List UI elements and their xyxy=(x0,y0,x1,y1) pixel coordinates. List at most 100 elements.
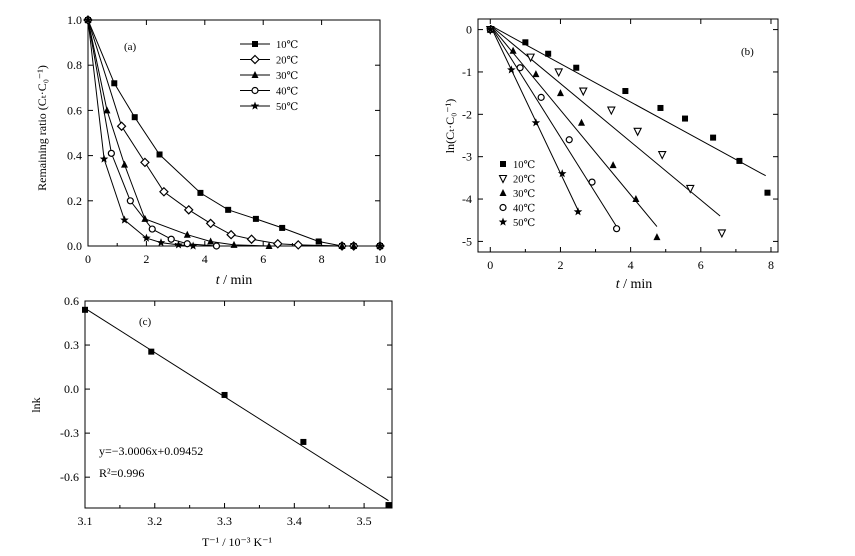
panel-b-data-point xyxy=(509,46,517,54)
panel-a-data-point xyxy=(293,240,304,250)
panel-c-data-point xyxy=(300,438,307,445)
panel-c-r-squared: R²=0.996 xyxy=(99,466,144,480)
panel-a-data-point xyxy=(350,242,358,249)
panel-a-legend-marker xyxy=(250,101,260,110)
panel-a-data-point xyxy=(83,15,93,24)
panel-a-data-point xyxy=(126,197,134,205)
panel-b-chart: 0 2 4 6 8 0 -1 -2 -3 -4 -5 (b) 10℃ 20℃ 30℃ 40℃ 50℃ t /… xyxy=(443,18,779,292)
panel-a-x-tick-label: 10 xyxy=(374,252,386,266)
panel-a-data-point xyxy=(159,186,169,197)
panel-b-plot-frame xyxy=(477,18,779,253)
panel-b-legend-marker xyxy=(499,189,507,196)
panel-a-ticks: 0 2 4 6 8 10 0.0 0.2 0.4 0.6 0.8 1.0 xyxy=(67,13,386,266)
panel-b-data-point xyxy=(633,127,643,137)
panel-a-data-point xyxy=(121,160,128,168)
panel-a-x-tick-label: 4 xyxy=(202,252,208,266)
panel-a-y-tick-label: 0.2 xyxy=(67,194,82,208)
panel-b-y-tick-label: -5 xyxy=(462,234,472,248)
panel-b-data-point xyxy=(556,89,564,97)
panel-a-data-point xyxy=(120,215,129,224)
panel-c-ticks: 3.1 3.2 3.3 3.4 3.5 0.6 0.3 0.0 -0.3 -0.6 xyxy=(60,294,392,528)
panel-c-y-tick-label: 0.6 xyxy=(64,294,79,308)
panel-c-x-tick-label: 3.2 xyxy=(147,514,162,528)
panel-c-data-point xyxy=(385,502,392,509)
panel-a-data-point xyxy=(205,218,216,229)
panel-a-data-point xyxy=(212,242,221,250)
panel-a-data-point xyxy=(183,230,191,238)
panel-b-data-point xyxy=(522,39,529,46)
panel-a-data-point xyxy=(116,121,127,132)
panel-b-data-point xyxy=(545,50,552,57)
panel-b-legend-label: 30℃ xyxy=(513,189,536,200)
panel-a-y-tick-label: 0.6 xyxy=(67,103,82,117)
panel-b-x-tick-label: 2 xyxy=(557,258,563,272)
panel-b-y-tick-label: -3 xyxy=(462,150,472,164)
panel-c-x-tick-label: 3.4 xyxy=(287,514,302,528)
panel-a-data-point xyxy=(265,242,273,249)
panel-a-data-point xyxy=(225,206,232,213)
panel-b-data-point xyxy=(764,189,771,196)
panel-b-x-tick-label: 8 xyxy=(768,258,774,272)
panel-a-legend-label: 30℃ xyxy=(276,71,299,82)
panel-b-data-point xyxy=(554,68,564,78)
panel-c-plot-frame xyxy=(84,300,393,509)
panel-a-y-axis-label: Remaining ratio (Cₜ·C₀⁻¹) xyxy=(35,65,49,191)
panel-a-series-lines xyxy=(87,19,380,247)
panel-a-data-point xyxy=(140,157,150,168)
panel-c-y-axis-label: lnk xyxy=(29,397,43,412)
panel-b-data-point xyxy=(532,70,540,78)
panel-a-data-point xyxy=(103,106,111,114)
panel-b-data-point xyxy=(606,106,616,116)
panel-a-y-tick-label: 1.0 xyxy=(67,13,82,27)
panel-b-x-tick-label: 0 xyxy=(487,258,493,272)
panel-c-data-point xyxy=(82,306,88,313)
panel-b-legend-label: 40℃ xyxy=(513,204,536,215)
panel-c-x-tick-label: 3.5 xyxy=(357,514,372,528)
panel-a-data-point xyxy=(338,242,346,249)
panel-a-legend-label: 10℃ xyxy=(276,40,299,51)
panel-a-data-point xyxy=(174,240,183,249)
panel-b-legend-label: 20℃ xyxy=(513,175,536,186)
panel-a-legend: 10℃ 20℃ 30℃ 40℃ 50℃ xyxy=(240,40,299,113)
panel-b-data-point xyxy=(531,118,541,127)
panel-b-data-point xyxy=(526,53,536,63)
panel-b-fit-line xyxy=(489,25,658,227)
panel-a-data-point xyxy=(183,240,191,248)
panel-a-data-point xyxy=(188,241,198,250)
panel-c-y-tick-label: 0.3 xyxy=(64,338,79,352)
panel-b-legend-label: 50℃ xyxy=(513,218,536,229)
panel-a-legend-marker xyxy=(252,41,258,47)
panel-c-y-tick-label: 0.0 xyxy=(64,382,79,396)
panel-b-label: (b) xyxy=(741,46,754,58)
panel-b-legend: 10℃ 20℃ 30℃ 40℃ 50℃ xyxy=(498,160,536,229)
panel-a-data-point xyxy=(230,240,238,248)
panel-a-data-point xyxy=(279,224,286,231)
panel-a-legend-marker xyxy=(251,86,259,95)
panel-a-data-point xyxy=(375,241,385,250)
panel-b-data-point xyxy=(588,178,596,186)
panel-b-x-tick-label: 4 xyxy=(628,258,634,272)
panel-a-y-tick-label: 0.4 xyxy=(67,149,82,163)
panel-a-data-point xyxy=(246,234,257,245)
panel-b-data-point xyxy=(685,184,695,194)
panel-b-data-point xyxy=(632,195,640,203)
panel-b-fit-line xyxy=(489,25,618,227)
panel-c-fit-lines xyxy=(84,307,389,502)
panel-a-data-point xyxy=(183,204,194,215)
panel-b-fit-line xyxy=(490,24,766,177)
panel-b-data-point xyxy=(507,65,516,74)
panel-c-equation: y=−3.0006x+0.09452 xyxy=(99,444,203,458)
panel-b-data-point xyxy=(578,118,586,126)
panel-b-y-tick-label: -2 xyxy=(462,107,472,121)
panel-c-chart: 3.1 3.2 3.3 3.4 3.5 0.6 0.3 0.0 -0.3 -0.6 (c) y=−… xyxy=(29,294,393,549)
panel-b-data-point xyxy=(657,104,664,111)
panel-b-data-point xyxy=(710,134,717,141)
panel-b-data-point xyxy=(682,115,689,122)
panel-b-y-tick-label: 0 xyxy=(466,23,472,37)
panel-b-data-point xyxy=(516,64,524,72)
panel-a-y-tick-label: 0.0 xyxy=(67,239,82,253)
panel-b-data-point xyxy=(653,233,661,241)
panel-a-x-axis-label: t / min xyxy=(216,273,253,288)
panel-a-data-point xyxy=(156,151,163,158)
